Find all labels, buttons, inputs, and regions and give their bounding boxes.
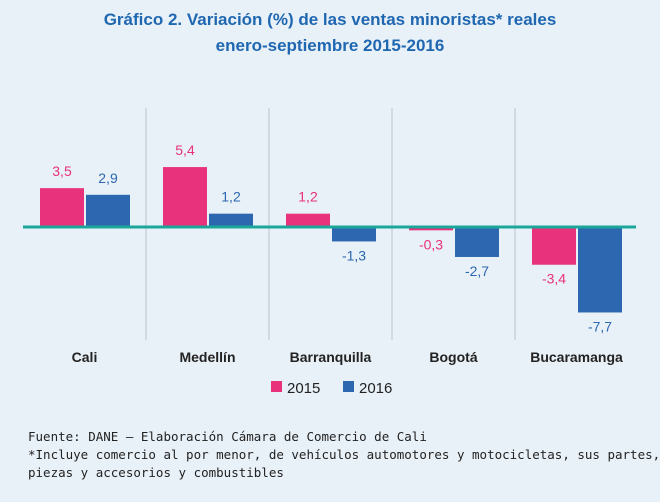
- bar-2016-barranquilla: [332, 227, 376, 242]
- category-label: Bogotá: [429, 349, 477, 365]
- bar-2016-bogota: [455, 227, 499, 257]
- bar-2016-medellin: [209, 213, 253, 227]
- data-label-2016-medellin: 1,2: [221, 189, 241, 205]
- bar-2016-bucaramanga: [578, 227, 622, 313]
- data-label-2015-bucaramanga: -3,4: [542, 271, 566, 287]
- legend-swatch-2015: [271, 381, 282, 392]
- bar-2015-medellin: [163, 167, 207, 227]
- bar-2015-barranquilla: [286, 213, 330, 227]
- category-label: Cali: [72, 349, 98, 365]
- category-label: Medellín: [179, 349, 235, 365]
- data-label-2015-bogota: -0,3: [419, 236, 443, 252]
- data-label-2015-barranquilla: 1,2: [298, 189, 318, 205]
- data-label-2016-bucaramanga: -7,7: [588, 318, 612, 334]
- bar-chart: 3,5 2,9 Cali 5,4 1,2 Medellín 1,2 -1,3 Barranqui…: [23, 108, 636, 397]
- bar-2015-bogota: [409, 227, 453, 231]
- bar-2015-bucaramanga: [532, 227, 576, 265]
- category-label: Barranquilla: [290, 349, 372, 365]
- bar-2015-cali: [40, 188, 84, 227]
- source-note: Fuente: DANE – Elaboración Cámara de Com…: [28, 429, 427, 444]
- footnote-line1: *Incluye comercio al por menor, de vehíc…: [28, 447, 660, 462]
- data-label-2016-cali: 2,9: [98, 170, 118, 186]
- data-label-2016-bogota: -2,7: [465, 263, 489, 279]
- legend-label-2015: 2015: [287, 380, 320, 397]
- legend-swatch-2016: [343, 381, 354, 392]
- footnote-line2: piezas y accesorios y combustibles: [28, 465, 284, 480]
- data-label-2016-barranquilla: -1,3: [342, 247, 366, 263]
- bar-2016-cali: [86, 194, 130, 227]
- chart-title-line2: enero-septiembre 2015-2016: [215, 36, 445, 55]
- chart-title-line1: Gráfico 2. Variación (%) de las ventas m…: [103, 10, 557, 29]
- category-label: Bucaramanga: [530, 349, 623, 365]
- data-label-2015-cali: 3,5: [52, 163, 72, 179]
- data-label-2015-medellin: 5,4: [175, 142, 195, 158]
- legend-label-2016: 2016: [359, 380, 392, 397]
